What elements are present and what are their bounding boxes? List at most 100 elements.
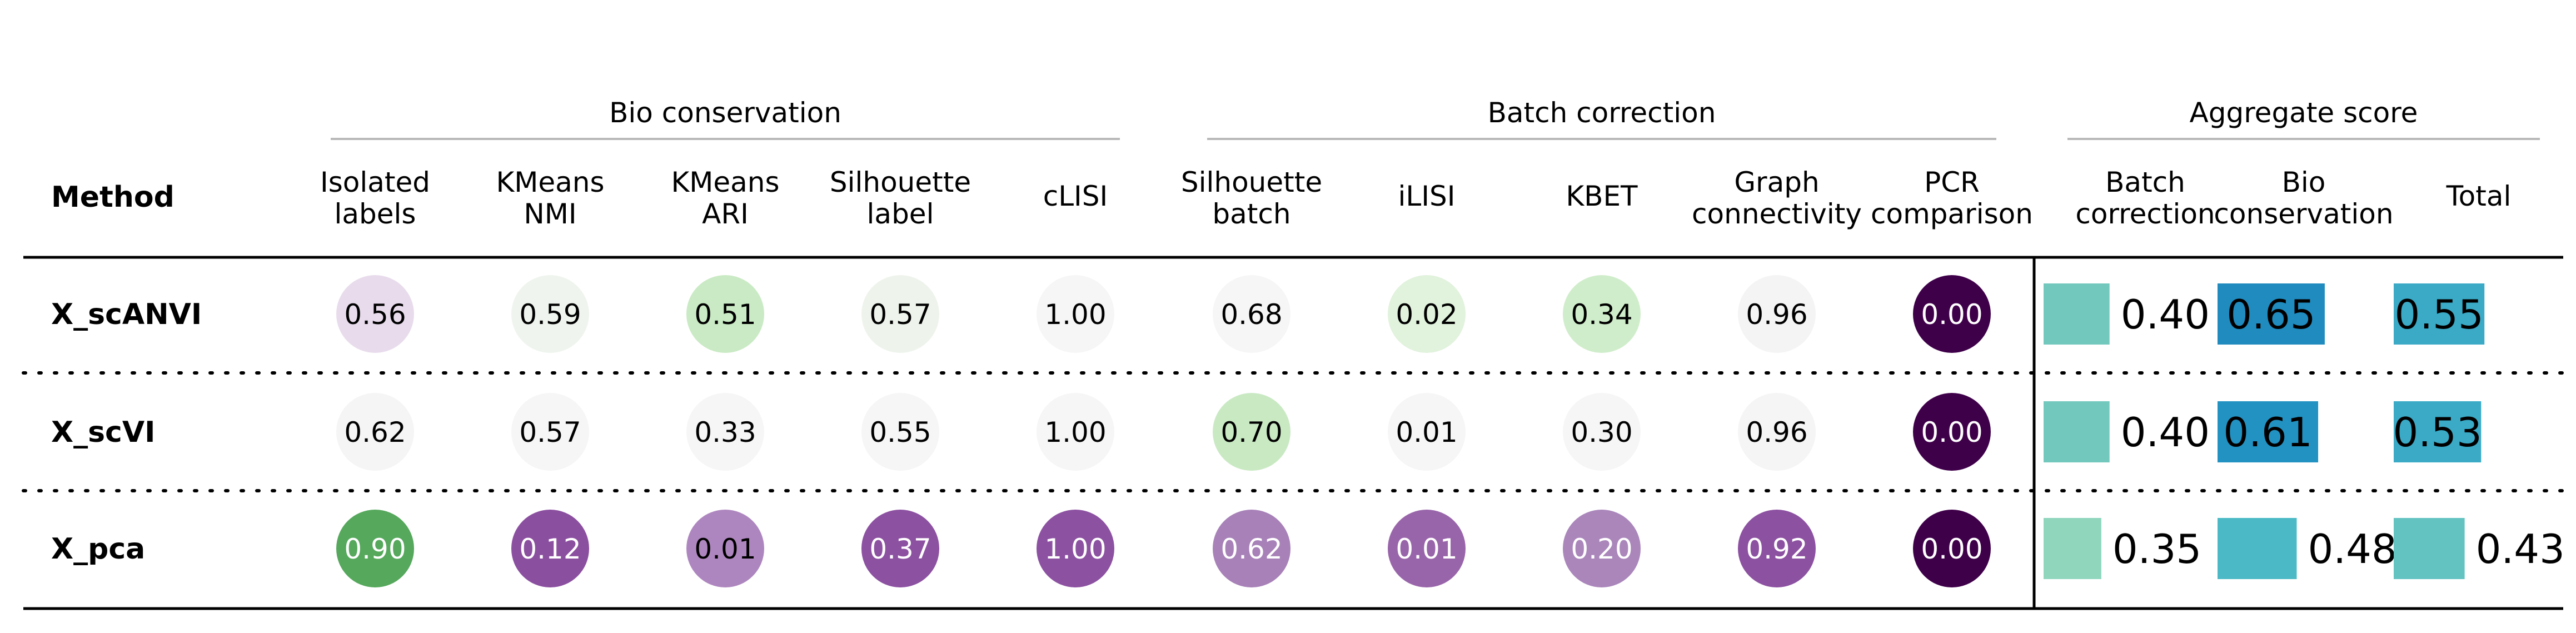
metric-circle <box>861 510 939 587</box>
metric-circle <box>861 393 939 471</box>
column-header-line: conservation <box>2214 198 2393 230</box>
metric-circle <box>686 275 764 353</box>
metric-circle <box>511 393 589 471</box>
metric-value: 0.34 <box>1571 298 1632 331</box>
column-header-graph-connectivity: Graph connectivity <box>1692 166 1862 230</box>
metric-value: 0.92 <box>1746 533 1807 565</box>
metric-value: 0.96 <box>1746 298 1807 331</box>
aggregate-value: 0.43 <box>2476 526 2565 572</box>
metric-circle <box>1563 510 1641 587</box>
metric-value: 0.00 <box>1921 533 1982 565</box>
metric-value: 0.70 <box>1220 416 1282 448</box>
aggregate-value: 0.48 <box>2308 526 2396 572</box>
metric-value: 1.00 <box>1044 298 1106 331</box>
metric-circle <box>1913 510 1991 587</box>
metric-value: 0.00 <box>1921 298 1982 331</box>
column-header-bio-conservation: Bio conservation <box>2214 166 2393 230</box>
column-header-line: labels <box>335 198 416 230</box>
column-header-line: label <box>867 198 934 230</box>
aggregate-bar <box>2218 518 2297 579</box>
metric-circle <box>336 510 414 587</box>
metric-value: 0.90 <box>344 533 406 565</box>
column-header-silhouette-label: Silhouette label <box>830 166 971 230</box>
aggregate-value: 0.40 <box>2121 409 2210 456</box>
column-header-line: Silhouette <box>830 166 971 198</box>
metric-circle <box>1213 393 1291 471</box>
metric-circle <box>336 393 414 471</box>
column-header-line: correction <box>2075 198 2215 230</box>
aggregate-bar <box>2044 401 2110 462</box>
metric-value: 0.37 <box>869 533 931 565</box>
column-header-kbet: KBET <box>1566 180 1638 212</box>
aggregate-bar <box>2218 283 2325 345</box>
column-header-line: Bio <box>2282 166 2326 198</box>
metric-value: 0.02 <box>1396 298 1457 331</box>
column-header-line: PCR <box>1924 166 1980 198</box>
metric-value: 0.30 <box>1571 416 1632 448</box>
metric-value: 0.62 <box>344 416 406 448</box>
metric-circle <box>1738 510 1816 587</box>
column-header-ilisi: iLISI <box>1398 180 1456 212</box>
metric-circle <box>1738 275 1816 353</box>
aggregate-value: 0.40 <box>2121 291 2210 338</box>
column-header-line: NMI <box>524 198 576 230</box>
header-layer: Bio conservation Batch correction Aggregat… <box>51 97 2511 230</box>
aggregate-value: 0.35 <box>2112 526 2201 572</box>
row-label-x-scvi: X_scVI <box>51 416 155 449</box>
group-title-batch-correction: Batch correction <box>1488 97 1716 129</box>
metric-circle <box>1213 275 1291 353</box>
metric-circle <box>1037 393 1114 471</box>
metric-value: 0.55 <box>869 416 931 448</box>
metric-circle <box>686 510 764 587</box>
metric-circle <box>1563 275 1641 353</box>
row-label-x-pca: X_pca <box>51 532 145 566</box>
column-header-line: KMeans <box>496 166 604 198</box>
lines-layer <box>22 138 2565 610</box>
metric-circle <box>686 393 764 471</box>
aggregate-bar <box>2394 401 2482 462</box>
method-header: Method <box>51 181 175 214</box>
metric-value: 0.62 <box>1220 533 1282 565</box>
column-header-line: ARI <box>702 198 749 230</box>
column-header-line: connectivity <box>1692 198 1862 230</box>
metric-value: 0.33 <box>694 416 756 448</box>
column-header-line: Batch <box>2105 166 2185 198</box>
group-title-bio-conservation: Bio conservation <box>609 97 841 129</box>
metric-value: 0.01 <box>1396 416 1457 448</box>
metric-circle <box>1388 510 1466 587</box>
aggregate-value: 0.61 <box>2223 409 2312 456</box>
metric-value: 0.01 <box>694 533 756 565</box>
cells-layer: X_scANVI 0.56 0.59 0.51 0.57 1.00 0.68 0.02 0.34… <box>51 275 2565 587</box>
aggregate-value: 0.65 <box>2226 291 2315 338</box>
aggregate-bar <box>2394 518 2465 579</box>
aggregate-bar <box>2394 283 2485 345</box>
aggregate-bar <box>2044 283 2110 345</box>
column-header-total: Total <box>2446 180 2512 212</box>
column-header-batch-correction: Batch correction <box>2075 166 2215 230</box>
metric-value: 0.57 <box>519 416 581 448</box>
column-header-line: Silhouette <box>1181 166 1322 198</box>
group-title-aggregate-score: Aggregate score <box>2190 97 2418 129</box>
column-header-kmeans-ari: KMeans ARI <box>671 166 779 230</box>
metric-value: 0.56 <box>344 298 406 331</box>
metric-circle <box>1913 275 1991 353</box>
column-header-line: Graph <box>1734 166 1819 198</box>
metric-value: 0.57 <box>869 298 931 331</box>
metric-circle <box>861 275 939 353</box>
metric-circle <box>511 275 589 353</box>
metric-value: 0.96 <box>1746 416 1807 448</box>
column-header-pcr-comparison: PCR comparison <box>1871 166 2033 230</box>
metric-circle <box>1563 393 1641 471</box>
column-header-line: KMeans <box>671 166 779 198</box>
metric-circle <box>336 275 414 353</box>
aggregate-value: 0.55 <box>2394 291 2483 338</box>
metric-value: 0.00 <box>1921 416 1982 448</box>
metric-circle <box>1037 275 1114 353</box>
metric-circle <box>1037 510 1114 587</box>
column-header-line: comparison <box>1871 198 2033 230</box>
metric-value: 0.59 <box>519 298 581 331</box>
aggregate-value: 0.53 <box>2393 409 2482 456</box>
aggregate-bar <box>2218 401 2319 462</box>
column-header-isolated-labels: Isolated labels <box>320 166 430 230</box>
column-header-silhouette-batch: Silhouette batch <box>1181 166 1322 230</box>
